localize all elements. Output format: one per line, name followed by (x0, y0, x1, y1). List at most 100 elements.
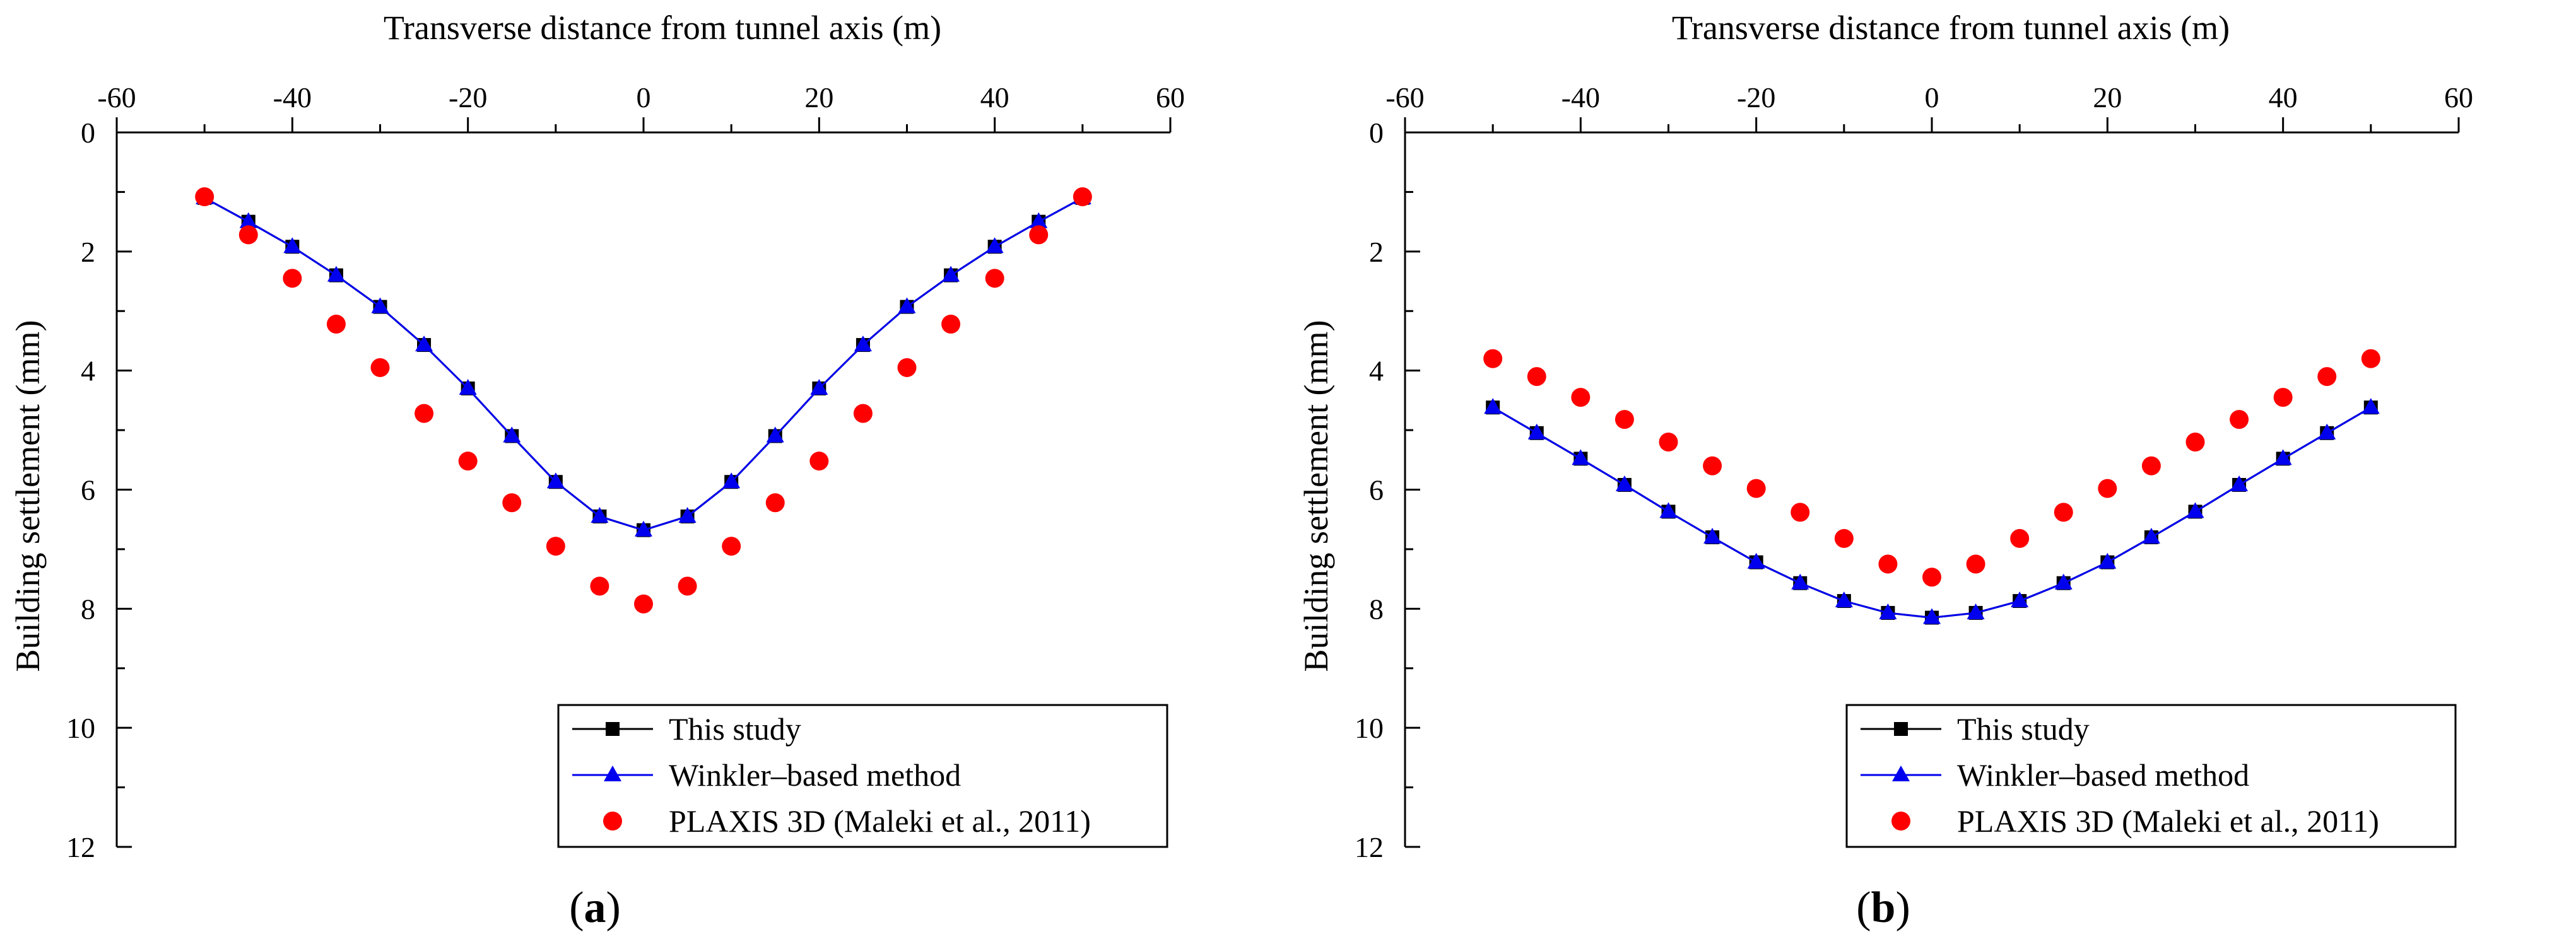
data-point (502, 493, 522, 513)
data-point (590, 576, 609, 596)
data-point (854, 335, 872, 352)
data-point (591, 506, 609, 523)
data-point (371, 297, 389, 313)
legend-marker (606, 722, 620, 736)
series-this-study (1486, 400, 2378, 625)
series-this-study (197, 190, 1090, 537)
y-tick-label: 2 (1369, 236, 1384, 268)
data-point (809, 452, 829, 471)
data-point (195, 187, 215, 206)
data-point (1572, 449, 1590, 465)
legend-item: Winkler–based method (1861, 757, 2249, 793)
data-point (546, 537, 565, 556)
x-tick-label: 0 (1925, 81, 1939, 114)
data-point (2098, 479, 2117, 498)
y-axis-title: Building settlement (mm) (1297, 320, 1335, 672)
data-point (370, 358, 390, 377)
panel-caption: (b) (1856, 883, 1910, 932)
data-point (1923, 608, 1941, 624)
data-point (1967, 603, 1985, 619)
series-winkler-based-method (1484, 398, 2380, 624)
panel-caption: (a) (569, 883, 621, 932)
data-point (1659, 432, 1678, 452)
legend-item: Winkler–based method (572, 757, 961, 793)
legend: This study Winkler–based method PLAXIS 3D … (557, 704, 1168, 848)
data-point (2230, 410, 2249, 429)
data-point (2054, 573, 2073, 590)
data-point (765, 493, 785, 513)
data-point (1527, 367, 1546, 387)
legend-label: This study (669, 711, 801, 747)
data-point (503, 426, 521, 443)
data-point (2054, 503, 2073, 522)
y-axis-title: Building settlement (mm) (9, 320, 47, 672)
legend-box (557, 704, 1168, 848)
series-winkler-based-method (196, 188, 1091, 537)
data-point (897, 358, 917, 377)
chart-svg-b: -60 -40 -20 0 20 40 60 0 2 4 6 8 10 12 Transverse dist… (1297, 9, 2473, 932)
data-point (1834, 528, 1854, 548)
x-tick-label: 60 (2444, 81, 2473, 114)
data-point (459, 378, 477, 395)
data-point (1703, 456, 1722, 475)
y-tick-label: 4 (81, 355, 95, 387)
data-point (2273, 388, 2293, 407)
data-point (1791, 573, 1809, 590)
data-point (1073, 187, 1092, 206)
data-point (2141, 456, 2161, 475)
y-tick-label: 8 (81, 593, 95, 625)
legend-label: Winkler–based method (1957, 757, 2249, 793)
data-point (1835, 591, 1853, 608)
data-point (1527, 423, 1546, 440)
x-tick-label: 0 (637, 81, 651, 114)
data-point (1029, 225, 1049, 245)
legend-marker (604, 766, 621, 781)
data-point (2317, 367, 2337, 387)
x-tick-label: -20 (449, 81, 487, 114)
data-point (2011, 591, 2029, 608)
chart-svg-a: -60 -40 -20 0 20 40 60 0 2 4 6 8 10 12 Transverse dist… (9, 9, 1185, 932)
x-tick-label: 20 (2093, 81, 2122, 114)
x-tick-label: 40 (2269, 81, 2298, 114)
y-tick-label: 0 (81, 117, 95, 149)
data-point (678, 506, 697, 523)
data-point (2142, 528, 2160, 544)
y-tick-label: 4 (1369, 355, 1384, 387)
data-point (942, 265, 960, 282)
data-point (1703, 528, 1722, 544)
data-point (1614, 410, 1634, 429)
y-tick-label: 2 (81, 236, 95, 268)
data-point (2098, 552, 2117, 569)
data-point (898, 297, 916, 313)
data-point (1791, 503, 1810, 522)
legend-marker (1891, 812, 1910, 830)
x-tick-label: -60 (97, 81, 136, 114)
y-tick-label: 8 (1369, 593, 1384, 625)
data-point (326, 315, 346, 334)
legend-box (1845, 704, 2457, 848)
legend-item: PLAXIS 3D (Maleki et al., 2011) (1891, 803, 2379, 839)
y-tick-label: 10 (66, 712, 95, 744)
series-plaxis-3d-maleki-et-al-2011 (1483, 349, 2380, 587)
legend-marker (603, 812, 622, 830)
y-tick-label: 12 (1355, 831, 1384, 863)
y-tick-label: 6 (1369, 474, 1384, 506)
y-tick-label: 6 (81, 474, 95, 506)
series-line (204, 197, 1083, 532)
data-point (546, 472, 565, 489)
legend-item: PLAXIS 3D (Maleki et al., 2011) (603, 803, 1091, 839)
data-point (1483, 349, 1503, 368)
legend-marker (1894, 722, 1908, 736)
data-point (810, 378, 828, 395)
data-point (239, 212, 257, 228)
data-point (2010, 528, 2030, 548)
legend-marker (1892, 766, 1910, 781)
legend-label: Winkler–based method (669, 757, 961, 793)
data-point (678, 576, 697, 596)
data-point (1966, 554, 1985, 574)
data-point (458, 452, 478, 471)
data-point (722, 472, 741, 489)
legend-label: PLAXIS 3D (Maleki et al., 2011) (1957, 803, 2379, 839)
data-point (1484, 398, 1502, 414)
